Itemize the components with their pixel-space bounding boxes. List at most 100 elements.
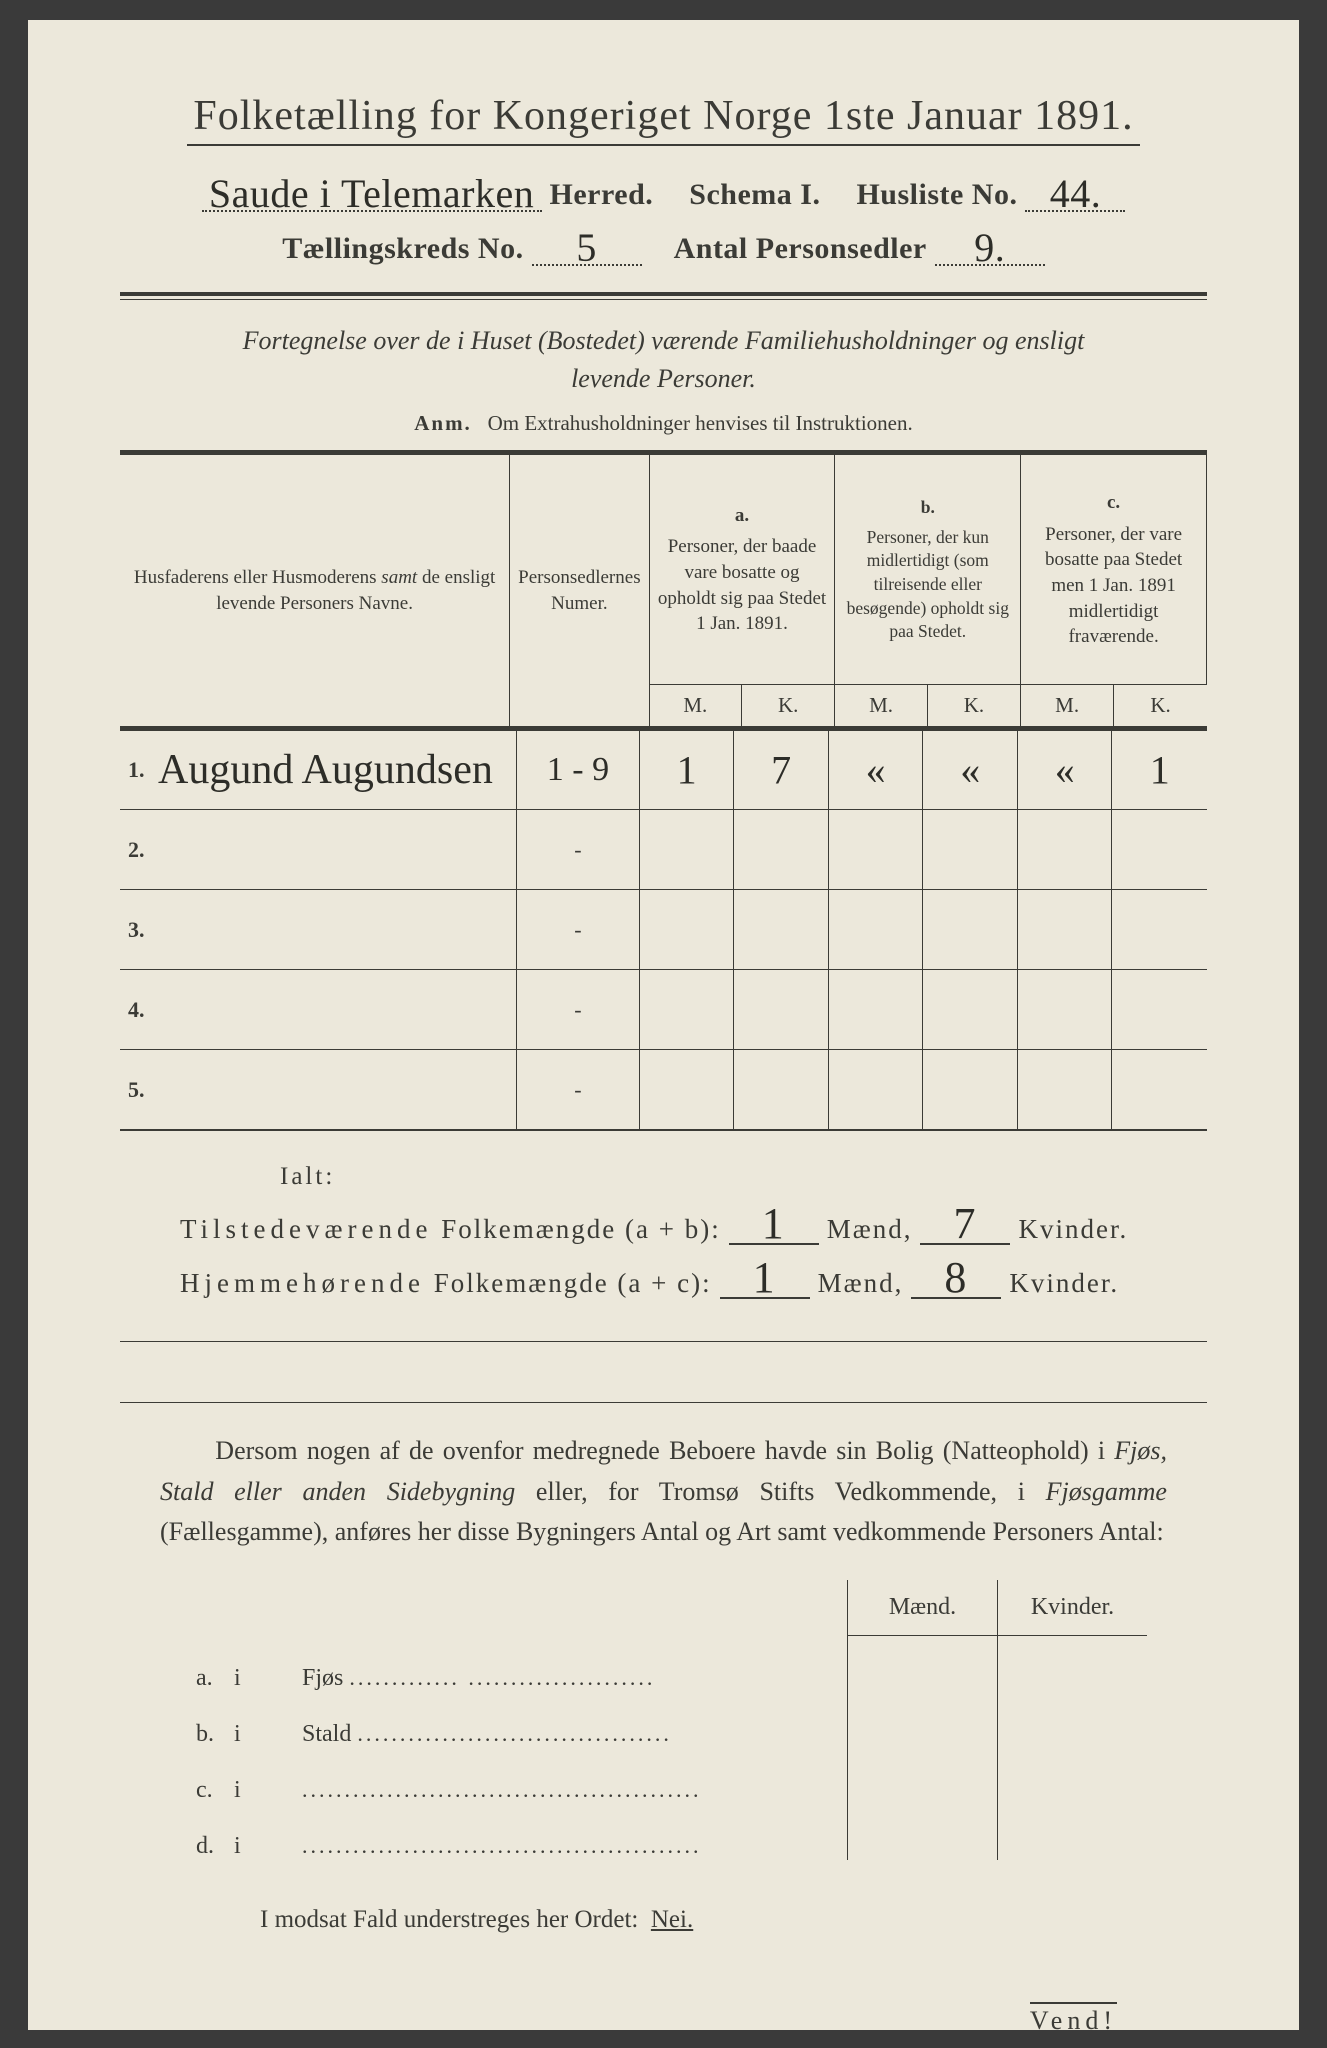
lower-paragraph: Dersom nogen af de ovenfor medregnede Be… <box>160 1431 1167 1552</box>
col-b-header: b. Personer, der kun midlertidigt (som t… <box>835 454 1021 684</box>
cell-nr: - <box>517 810 640 890</box>
mk-k: K. <box>1114 684 1207 726</box>
cell-cM <box>1018 970 1113 1050</box>
anm-prefix: Anm. <box>414 411 472 435</box>
husliste-value: 44. <box>1025 174 1125 214</box>
herred-label: Herred. <box>550 178 654 212</box>
cell-cK <box>1112 970 1207 1050</box>
cell-value: - <box>517 837 639 863</box>
mk-k: K. <box>928 684 1020 726</box>
cell-name: 2. <box>120 810 517 890</box>
cell-cK <box>1112 810 1207 890</box>
page-title: Folketælling for Kongeriget Norge 1ste J… <box>187 92 1139 146</box>
cell-bK <box>923 1050 1018 1130</box>
totals-line-2: Hjemmehørende Folkemængde (a + c): 1 Mæn… <box>180 1261 1147 1299</box>
col-a-header: a. Personer, der baade vare bosatte og o… <box>650 454 836 684</box>
maend-label: Mænd, <box>827 1214 913 1245</box>
cell-nr: - <box>517 1050 640 1130</box>
col-c-mk: M. K. <box>1021 684 1207 726</box>
col-nr-header: Personsedlernes Numer. <box>510 454 649 726</box>
lower-mk-header: Mænd. Kvinder. <box>180 1580 1147 1636</box>
cell-aK <box>734 970 829 1050</box>
cell-value: 1 <box>1112 747 1207 794</box>
mk-k: K. <box>742 684 834 726</box>
mk-m: M. <box>650 684 742 726</box>
husliste-label: Husliste No. <box>856 178 1017 212</box>
cell-cK <box>1112 1050 1207 1130</box>
lower-divider-2 <box>120 1402 1207 1403</box>
lower-maend-cell <box>847 1692 997 1748</box>
cell-bM <box>829 970 924 1050</box>
cell-aM <box>640 970 735 1050</box>
lower-maend-cell <box>847 1636 997 1692</box>
cell-cM: « <box>1018 731 1113 810</box>
col-c-header: c. Personer, der vare bosatte paa Stedet… <box>1021 454 1207 684</box>
cell-value: - <box>517 997 639 1023</box>
lower-kvinder-cell <box>997 1748 1147 1804</box>
col-a-lab: a. <box>735 503 749 529</box>
cell-nr: - <box>517 890 640 970</box>
tot1-m-field: 1 <box>729 1207 819 1245</box>
vend-text: Vend! <box>1030 2002 1117 2035</box>
col-name-header: Husfaderens eller Husmoderens samt de en… <box>120 454 510 726</box>
cell-value: - <box>517 1077 639 1103</box>
cell-name: 4. <box>120 970 517 1050</box>
cell-cM <box>1018 1050 1113 1130</box>
row-number: 5. <box>128 1077 145 1103</box>
col-a-mk: M. K. <box>650 684 836 726</box>
lower-row: d.i ....................................… <box>180 1804 1147 1860</box>
cell-value: 7 <box>734 747 828 794</box>
subtitle-line1: Fortegnelse over de i Huset (Bostedet) v… <box>243 326 1085 355</box>
cell-bM <box>829 810 924 890</box>
lower-row-label: a.i Fjøs ............. .................… <box>180 1665 847 1692</box>
cell-bK <box>923 970 1018 1050</box>
cell-name: 3. <box>120 890 517 970</box>
mk-m: M. <box>835 684 927 726</box>
cell-aK <box>734 890 829 970</box>
tot1-m: 1 <box>729 1198 819 1249</box>
table-row: 2.- <box>120 810 1207 890</box>
lower-kvinder-cell <box>997 1804 1147 1860</box>
lower-row: a.i Fjøs ............. .................… <box>180 1636 1147 1692</box>
divider-thick <box>120 292 1207 296</box>
table-row: 1.Augund Augundsen1 - 917«««1 <box>120 730 1207 810</box>
cell-bM <box>829 1050 924 1130</box>
cell-aK <box>734 810 829 890</box>
lower-row: b.i Stald ..............................… <box>180 1692 1147 1748</box>
cell-aK: 7 <box>734 731 829 810</box>
tot1-k-field: 7 <box>920 1207 1010 1245</box>
lower-maend-cell <box>847 1748 997 1804</box>
lower-row: c.i ....................................… <box>180 1748 1147 1804</box>
divider-thin <box>120 299 1207 300</box>
col-b-lab: b. <box>921 496 935 520</box>
col-c-text: Personer, der vare bosatte paa Stedet me… <box>1029 522 1198 650</box>
subtitle-line2: levende Personer. <box>571 364 756 393</box>
col-b-mk: M. K. <box>835 684 1021 726</box>
row-number: 1. <box>128 757 145 783</box>
table-body: 1.Augund Augundsen1 - 917«««12.-3.-4.-5.… <box>120 730 1207 1130</box>
cell-value: - <box>517 917 639 943</box>
tot2-m: 1 <box>720 1252 810 1303</box>
herred-value: Saude i Telemarken <box>202 174 542 214</box>
cell-bK <box>923 890 1018 970</box>
kreds-line: Tællingskreds No. 5 Antal Personsedler 9… <box>120 226 1207 266</box>
table-row: 4.- <box>120 970 1207 1050</box>
cell-cK <box>1112 890 1207 970</box>
nei-text: I modsat Fald understreges her Ordet: <box>260 1906 638 1933</box>
lower-row-label: b.i Stald ..............................… <box>180 1721 847 1748</box>
cell-aM <box>640 810 735 890</box>
antal-field: 9. <box>935 226 1045 266</box>
anm-line: Anm. Om Extrahusholdninger henvises til … <box>120 411 1207 436</box>
schema-label: Schema I. <box>689 178 820 212</box>
tot1-k: 7 <box>920 1198 1010 1249</box>
lower-divider-1 <box>120 1341 1207 1342</box>
table-header: Husfaderens eller Husmoderens samt de en… <box>120 454 1207 726</box>
kreds-field: 5 <box>532 226 642 266</box>
herred-field: Saude i Telemarken <box>202 172 542 212</box>
totals-line-1: Tilstedeværende Folkemængde (a + b): 1 M… <box>180 1207 1147 1245</box>
subtitle: Fortegnelse over de i Huset (Bostedet) v… <box>160 322 1167 397</box>
cell-aM <box>640 890 735 970</box>
lower-kvinder-cell <box>997 1636 1147 1692</box>
title-block: Folketælling for Kongeriget Norge 1ste J… <box>120 92 1207 164</box>
kvinder-label: Kvinder. <box>1018 1214 1128 1245</box>
